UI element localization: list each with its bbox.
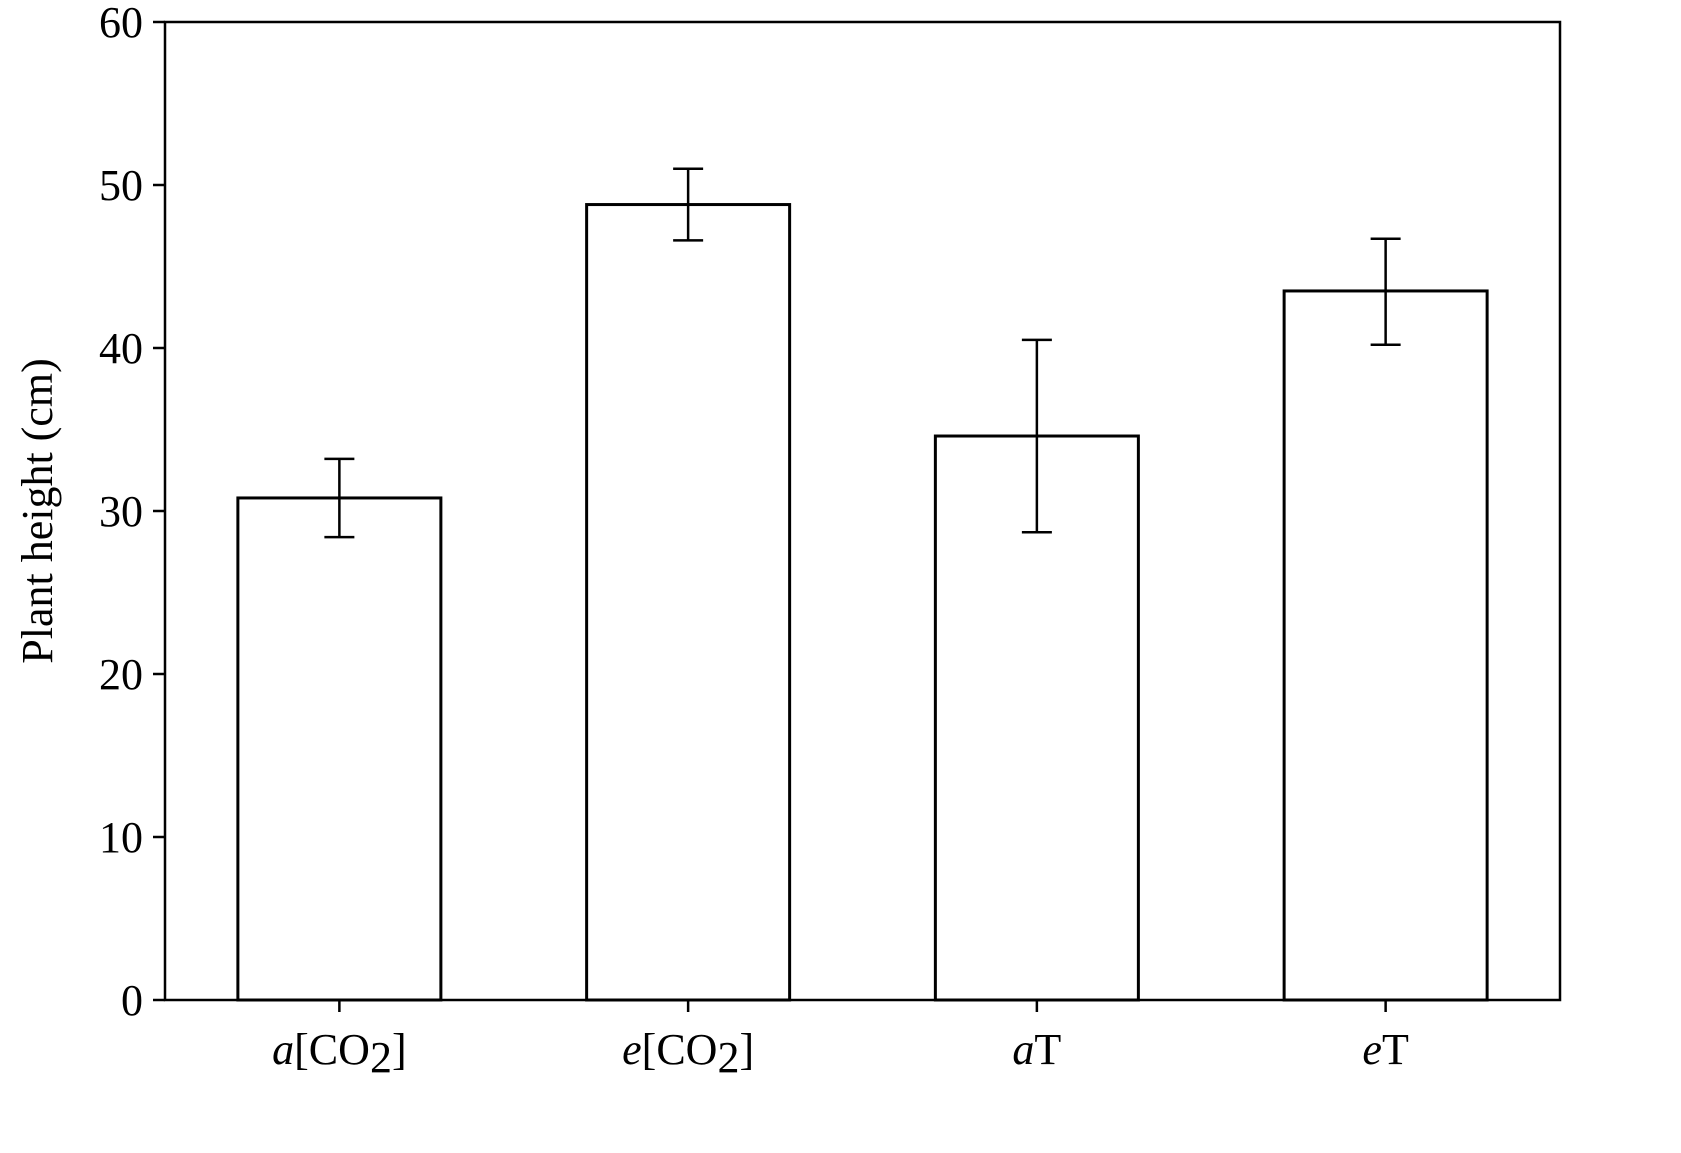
x-tick-label-prefix: a (1012, 1025, 1034, 1074)
y-axis-label: Plant height (cm) (13, 358, 62, 664)
x-tick-label-prefix: a (272, 1025, 294, 1074)
x-tick-label: e[CO2] (622, 1025, 754, 1082)
x-tick-label: a[CO2] (272, 1025, 406, 1082)
y-axis: 0 10 20 30 40 50 60 (99, 0, 165, 1025)
x-tick-label-text: [CO (294, 1025, 370, 1074)
plot-area (163, 20, 1562, 1002)
x-tick-label: aT (1012, 1025, 1061, 1074)
x-axis: a[CO2] e[CO2] aT eT (272, 1000, 1409, 1082)
y-tick-label: 0 (121, 976, 143, 1025)
x-tick-label-suffix: ] (392, 1025, 407, 1074)
bar (236, 496, 443, 1002)
error-bar (1370, 237, 1401, 346)
x-tick-label-text: T (1034, 1025, 1061, 1074)
bar (585, 203, 792, 1002)
y-tick-label: 40 (99, 324, 143, 373)
x-tick-label-prefix: e (1362, 1025, 1382, 1074)
error-bar (673, 167, 704, 242)
x-tick-label-suffix: ] (739, 1025, 754, 1074)
x-tick-label-subscript: 2 (717, 1033, 739, 1082)
bar (1282, 289, 1489, 1002)
y-tick-label: 30 (99, 487, 143, 536)
x-tick-label: eT (1362, 1025, 1409, 1074)
y-tick-label: 50 (99, 161, 143, 210)
x-tick-label-text: [CO (642, 1025, 718, 1074)
x-tick-label-prefix: e (622, 1025, 642, 1074)
y-tick-label: 60 (99, 0, 143, 47)
error-bar (1021, 338, 1052, 534)
y-tick-label: 20 (99, 650, 143, 699)
error-bar (324, 457, 355, 539)
x-tick-label-text: T (1382, 1025, 1409, 1074)
x-tick-label-subscript: 2 (370, 1033, 392, 1082)
y-tick-label: 10 (99, 813, 143, 862)
